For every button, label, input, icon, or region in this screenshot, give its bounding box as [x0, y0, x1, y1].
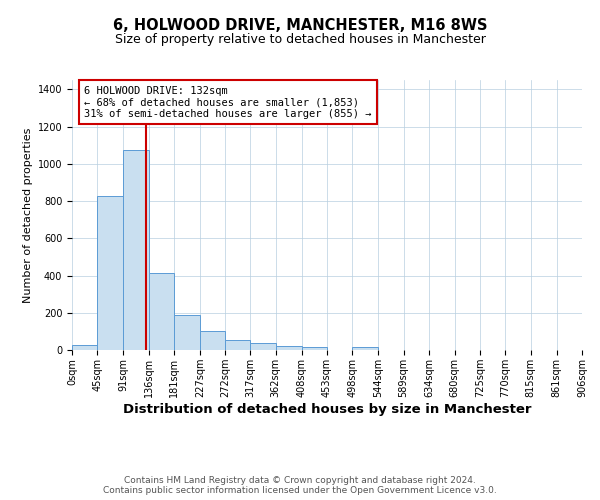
- Bar: [276, 346, 302, 350]
- Bar: [72, 346, 97, 350]
- Bar: [250, 344, 276, 350]
- Text: 6, HOLWOOD DRIVE, MANCHESTER, M16 8WS: 6, HOLWOOD DRIVE, MANCHESTER, M16 8WS: [113, 18, 487, 32]
- Bar: [149, 272, 174, 350]
- Bar: [225, 340, 250, 350]
- Bar: [123, 150, 149, 350]
- Bar: [200, 332, 225, 350]
- X-axis label: Distribution of detached houses by size in Manchester: Distribution of detached houses by size …: [123, 402, 531, 415]
- Text: 6 HOLWOOD DRIVE: 132sqm
← 68% of detached houses are smaller (1,853)
31% of semi: 6 HOLWOOD DRIVE: 132sqm ← 68% of detache…: [85, 86, 372, 119]
- Y-axis label: Number of detached properties: Number of detached properties: [23, 128, 34, 302]
- Text: Contains HM Land Registry data © Crown copyright and database right 2024.
Contai: Contains HM Land Registry data © Crown c…: [103, 476, 497, 495]
- Text: Size of property relative to detached houses in Manchester: Size of property relative to detached ho…: [115, 32, 485, 46]
- Bar: [174, 314, 200, 350]
- Bar: [97, 196, 123, 350]
- Bar: [352, 347, 378, 350]
- Bar: [302, 347, 327, 350]
